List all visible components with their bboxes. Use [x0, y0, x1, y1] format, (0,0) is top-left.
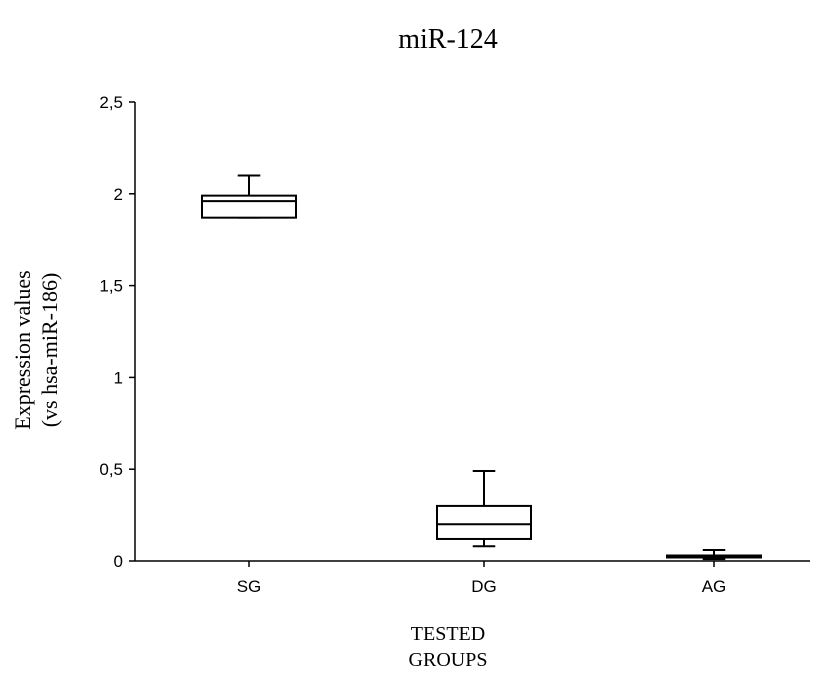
x-axis-ticks: SG DG AG	[237, 561, 727, 596]
y-tick-label: 0,5	[99, 460, 123, 479]
chart-title: miR-124	[398, 24, 498, 55]
y-tick-label: 2	[114, 185, 123, 204]
y-axis-label-line2: (vs hsa-miR-186)	[37, 273, 62, 428]
x-axis-label-line2: GROUPS	[409, 649, 488, 671]
x-tick-label: DG	[471, 577, 497, 596]
y-axis-ticks: 0 0,5 1 1,5 2 2,5	[99, 93, 135, 571]
x-axis-label-line1: TESTED	[411, 623, 485, 645]
box-ag	[666, 548, 762, 561]
iqr-box	[201, 194, 297, 219]
box-series	[201, 174, 762, 561]
y-tick-label: 2,5	[99, 93, 123, 112]
x-tick-label: SG	[237, 577, 262, 596]
box-dg	[436, 470, 532, 548]
y-tick-label: 1	[114, 368, 123, 387]
y-tick-label: 1,5	[99, 277, 123, 296]
y-tick-label: 0	[114, 552, 123, 571]
y-axis-label-line1: Expression values	[10, 270, 35, 429]
box-sg	[201, 174, 297, 219]
x-tick-label: AG	[702, 577, 727, 596]
iqr-box	[436, 504, 532, 540]
y-axis-label: Expression values (vs hsa-miR-186)	[10, 270, 62, 429]
